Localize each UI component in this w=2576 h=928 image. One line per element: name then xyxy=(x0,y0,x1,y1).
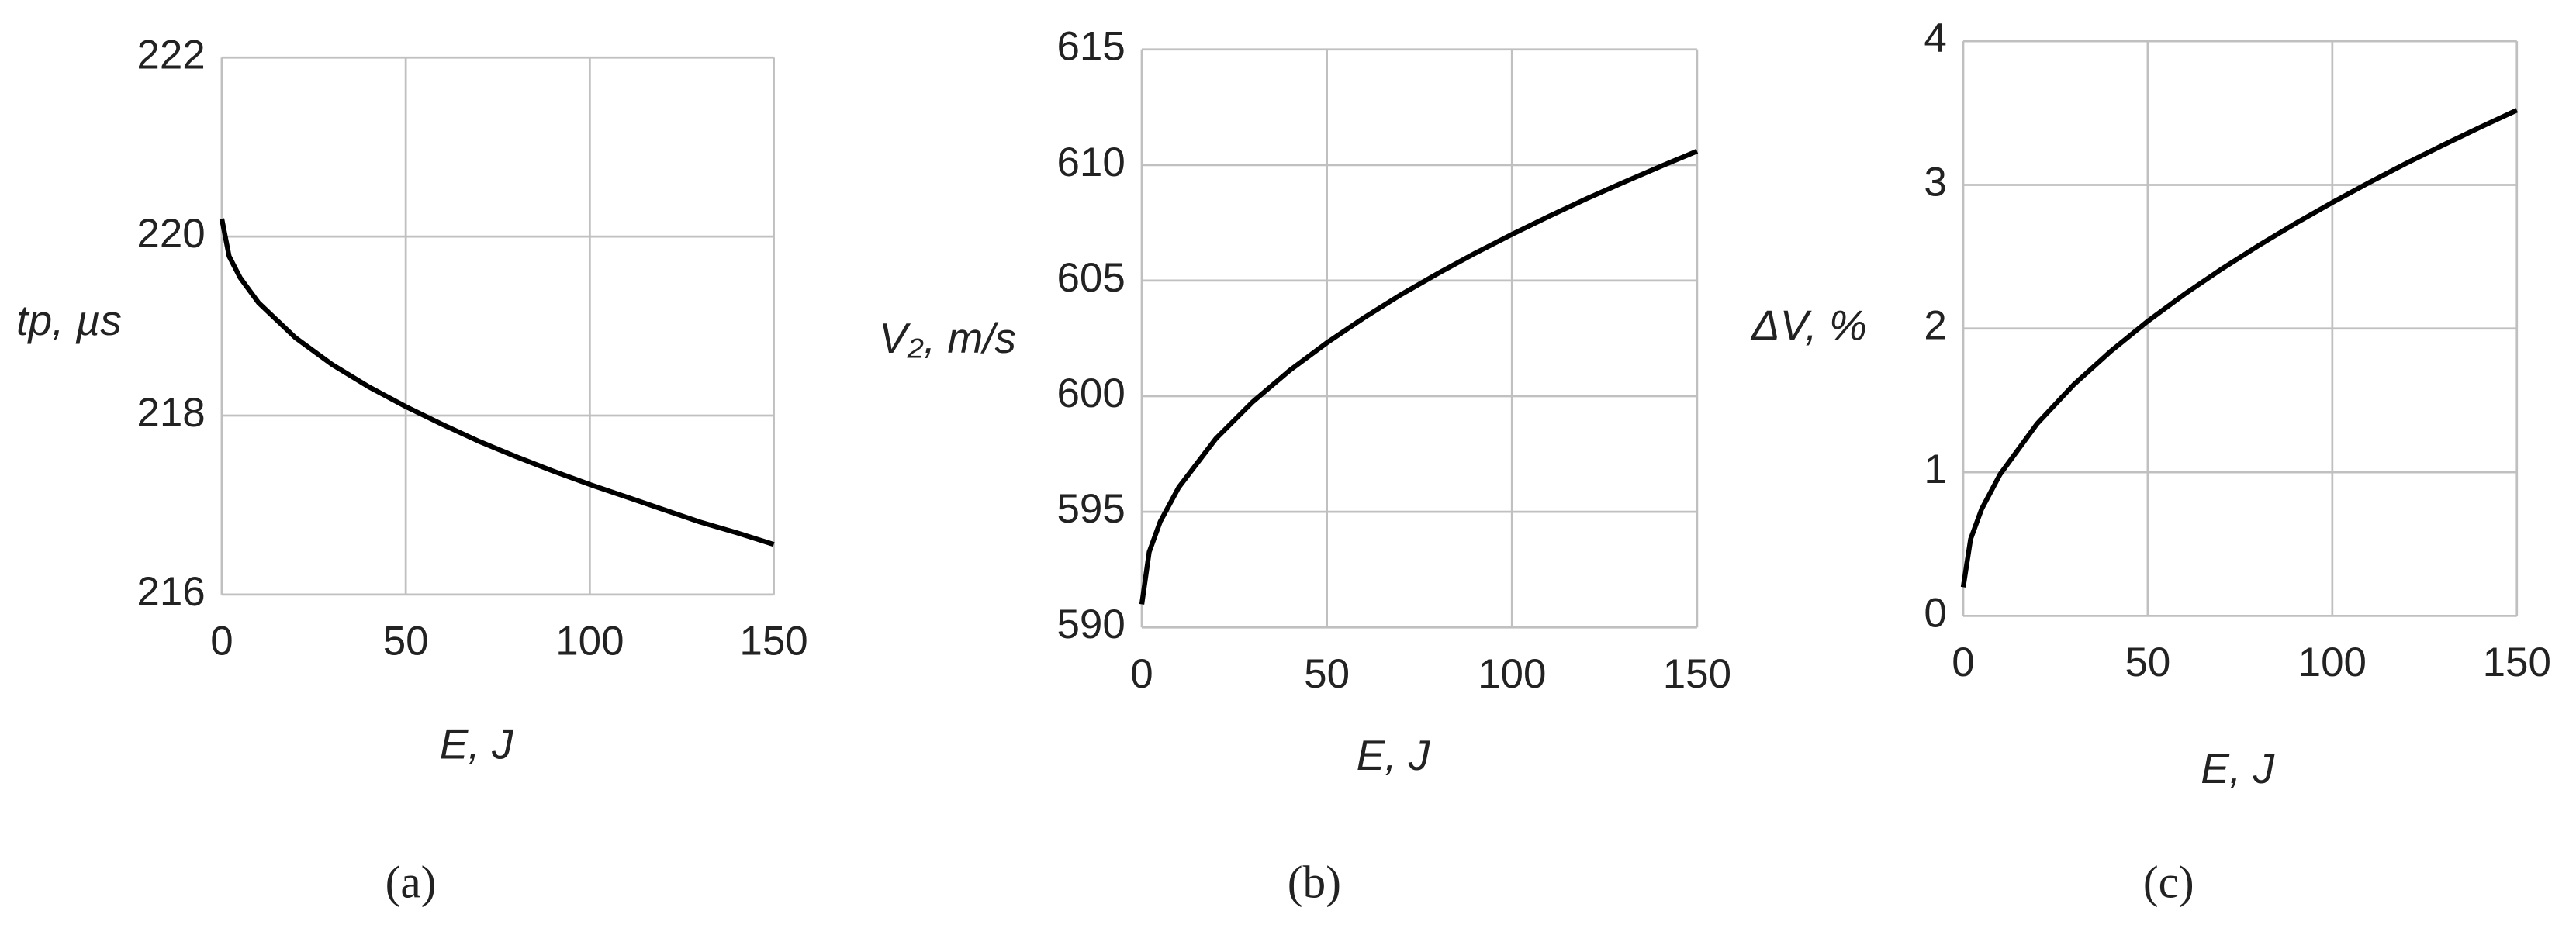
x-axis-label: E, J xyxy=(1357,731,1430,779)
x-tick-label: 150 xyxy=(739,618,807,664)
y-tick-label: 595 xyxy=(1056,486,1125,532)
y-tick-label: 600 xyxy=(1056,371,1125,416)
x-tick-label: 50 xyxy=(2125,640,2170,685)
y-tick-label: 218 xyxy=(137,390,205,436)
x-tick-label: 0 xyxy=(1952,640,1974,685)
curve xyxy=(1960,108,2519,588)
x-tick-label: 0 xyxy=(210,618,233,664)
y-axis-label: tp, µs xyxy=(16,296,122,344)
x-tick-label: 150 xyxy=(2483,640,2551,685)
x-tick-label: 50 xyxy=(383,618,429,664)
caption: (a) xyxy=(386,856,437,907)
y-tick-label: 216 xyxy=(137,569,205,615)
curve xyxy=(1139,148,1699,605)
y-tick-label: 222 xyxy=(137,32,205,78)
curve xyxy=(219,218,775,547)
x-tick-label: 100 xyxy=(555,618,624,664)
y-tick-label: 590 xyxy=(1056,602,1125,647)
x-tick-label: 0 xyxy=(1130,651,1153,697)
y-tick-label: 3 xyxy=(1924,159,1946,205)
y-tick-label: 605 xyxy=(1056,255,1125,301)
y-tick-label: 610 xyxy=(1056,140,1125,185)
x-tick-label: 100 xyxy=(2298,640,2367,685)
x-tick-label: 50 xyxy=(1304,651,1350,697)
y-tick-label: 2 xyxy=(1924,303,1946,349)
y-tick-label: 615 xyxy=(1056,24,1125,70)
x-tick-label: 100 xyxy=(1478,651,1546,697)
y-tick-label: 220 xyxy=(137,211,205,257)
x-axis-label: E, J xyxy=(440,719,513,768)
y-tick-label: 4 xyxy=(1924,16,1946,61)
y-axis-label: ΔV, % xyxy=(1750,301,1867,349)
y-tick-label: 1 xyxy=(1924,447,1946,492)
caption: (c) xyxy=(2143,856,2194,907)
x-axis-label: E, J xyxy=(2201,744,2274,792)
caption: (b) xyxy=(1288,856,1341,907)
y-tick-label: 0 xyxy=(1924,590,1946,636)
y-axis-label: V₂, m/s xyxy=(879,314,1016,362)
x-tick-label: 150 xyxy=(1663,651,1731,697)
